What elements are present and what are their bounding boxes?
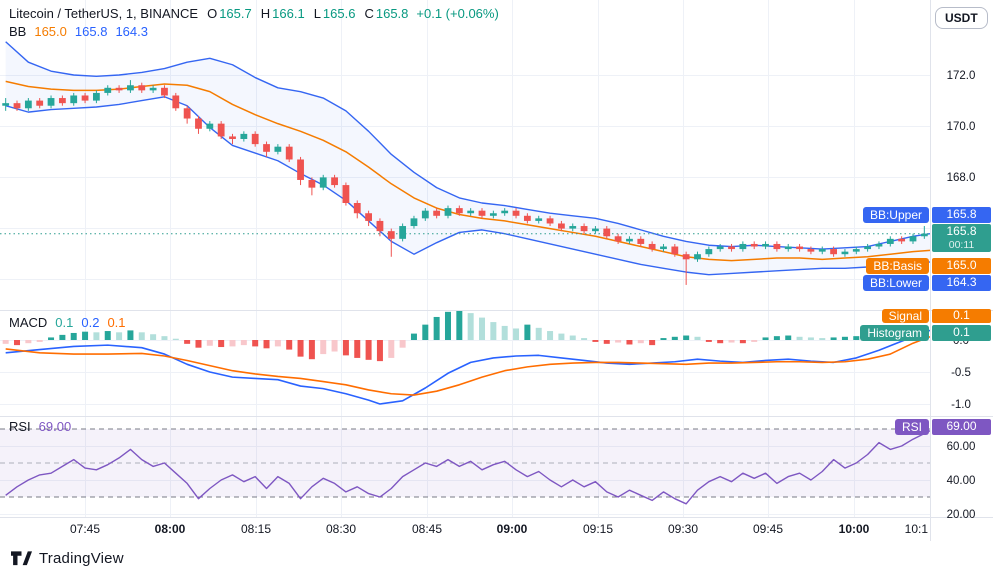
price-axis[interactable]: [930, 0, 993, 517]
time-tick-09-45: 09:45: [752, 522, 784, 536]
time-tick-10-00: 10:00: [838, 522, 870, 536]
time-tick-09-15: 09:15: [582, 522, 614, 536]
time-tick-10-1: 10:1: [904, 522, 928, 536]
open-label: O: [207, 6, 218, 21]
time-tick-09-00: 09:00: [496, 522, 528, 536]
bb-upper-value: 165.8: [74, 24, 108, 39]
svg-text:-1.0: -1.0: [951, 399, 971, 411]
svg-text:60.00: 60.00: [947, 441, 976, 453]
footer-bar: TradingView: [0, 541, 993, 575]
rsi-value: 69.00: [38, 419, 72, 434]
macd-signal-value: 0.1: [107, 315, 126, 330]
macd-hist-value: 0.1: [55, 315, 74, 330]
svg-text:172.0: 172.0: [947, 70, 976, 82]
time-tick-07-45: 07:45: [69, 522, 101, 536]
bb-indicator-legend[interactable]: BB 165.0 165.8 164.3: [9, 24, 148, 39]
time-tick-09-30: 09:30: [667, 522, 699, 536]
symbol-legend[interactable]: Litecoin / TetherUS, 1, BINANCE O 165.7 H…: [9, 6, 499, 21]
rsi-indicator-legend[interactable]: RSI 69.00: [9, 419, 71, 434]
tradingview-logo-icon[interactable]: [11, 550, 32, 566]
bb-basis-value: 165.0: [34, 24, 67, 39]
macd-name: MACD: [9, 315, 48, 330]
currency-unit-button[interactable]: USDT: [935, 7, 988, 29]
close-value: 165.8: [375, 6, 409, 21]
bb-name: BB: [9, 24, 27, 39]
low-value: 165.6: [322, 6, 356, 21]
change-value: +0.1 (+0.06%): [416, 6, 499, 21]
brand-name[interactable]: TradingView: [39, 549, 124, 567]
close-label: C: [364, 6, 374, 21]
svg-text:-0.5: -0.5: [951, 367, 971, 379]
time-tick-08-45: 08:45: [411, 522, 443, 536]
svg-text:170.0: 170.0: [947, 121, 976, 133]
low-label: L: [313, 6, 321, 21]
svg-text:168.0: 168.0: [947, 172, 976, 184]
high-label: H: [260, 6, 271, 21]
rsi-name: RSI: [9, 419, 31, 434]
svg-text:20.00: 20.00: [947, 509, 976, 521]
time-tick-08-00: 08:00: [154, 522, 186, 536]
time-tick-08-30: 08:30: [325, 522, 357, 536]
symbol-title: Litecoin / TetherUS, 1, BINANCE: [9, 6, 199, 21]
time-tick-08-15: 08:15: [240, 522, 272, 536]
macd-line-value: 0.2: [81, 315, 100, 330]
chart-canvas[interactable]: 172.0170.0168.00.0-0.5-1.060.0040.0020.0…: [0, 0, 993, 541]
svg-text:40.00: 40.00: [947, 475, 976, 487]
macd-indicator-legend[interactable]: MACD 0.1 0.2 0.1: [9, 315, 126, 330]
bb-lower-value: 164.3: [115, 24, 148, 39]
open-value: 165.7: [219, 6, 252, 21]
time-axis[interactable]: 07:45 08:00 08:15 08:30 08:45 09:00 09:15 09:30…: [0, 517, 930, 541]
high-value: 166.1: [272, 6, 305, 21]
